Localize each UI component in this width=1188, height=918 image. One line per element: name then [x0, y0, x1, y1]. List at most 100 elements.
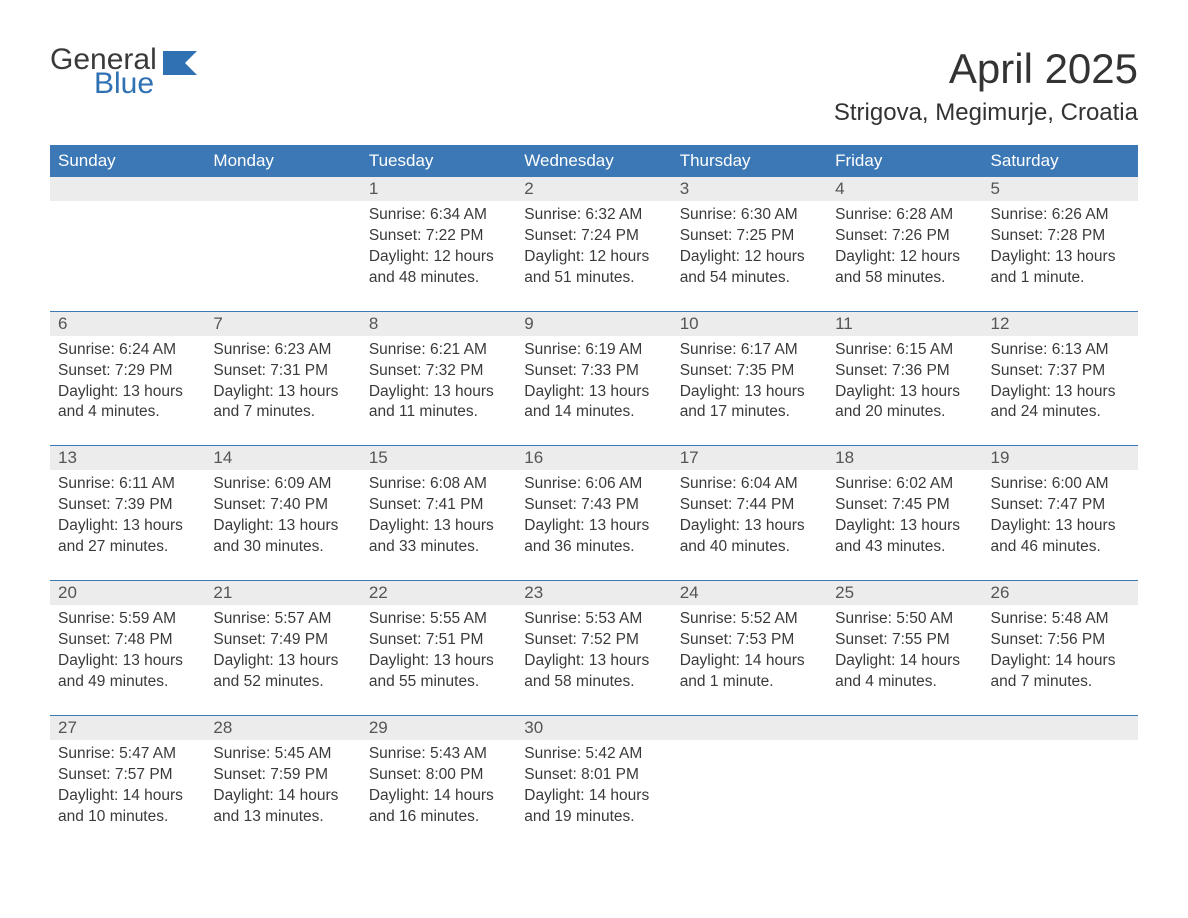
daylight-text: Daylight: 13 hours and 14 minutes. — [524, 382, 663, 424]
sunrise-text: Sunrise: 5:45 AM — [213, 744, 352, 765]
sunset-text: Sunset: 7:43 PM — [524, 495, 663, 516]
day-header: Thursday — [672, 145, 827, 177]
day-header: Friday — [827, 145, 982, 177]
daylight-text: Daylight: 14 hours and 13 minutes. — [213, 786, 352, 828]
day-number-row: 6789101112 — [50, 312, 1138, 336]
sunrise-text: Sunrise: 6:11 AM — [58, 474, 197, 495]
daylight-text: Daylight: 13 hours and 11 minutes. — [369, 382, 508, 424]
day-cell: Sunrise: 5:52 AMSunset: 7:53 PMDaylight:… — [672, 605, 827, 693]
day-content-row: Sunrise: 5:59 AMSunset: 7:48 PMDaylight:… — [50, 605, 1138, 693]
sunset-text: Sunset: 8:01 PM — [524, 765, 663, 786]
day-number: 19 — [983, 446, 1138, 470]
sunset-text: Sunset: 7:49 PM — [213, 630, 352, 651]
daylight-text: Daylight: 13 hours and 17 minutes. — [680, 382, 819, 424]
day-cell — [827, 740, 982, 828]
day-number: 2 — [516, 177, 671, 201]
day-cell: Sunrise: 5:53 AMSunset: 7:52 PMDaylight:… — [516, 605, 671, 693]
day-number: 3 — [672, 177, 827, 201]
daylight-text: Daylight: 13 hours and 4 minutes. — [58, 382, 197, 424]
sunrise-text: Sunrise: 5:47 AM — [58, 744, 197, 765]
sunrise-text: Sunrise: 6:24 AM — [58, 340, 197, 361]
calendar-week: 27282930Sunrise: 5:47 AMSunset: 7:57 PMD… — [50, 715, 1138, 828]
daylight-text: Daylight: 13 hours and 46 minutes. — [991, 516, 1130, 558]
logo-text: General Blue — [50, 45, 157, 99]
title-block: April 2025 Strigova, Megimurje, Croatia — [834, 45, 1138, 127]
day-number: 25 — [827, 581, 982, 605]
sunset-text: Sunset: 7:48 PM — [58, 630, 197, 651]
day-number: 15 — [361, 446, 516, 470]
day-number: 6 — [50, 312, 205, 336]
day-cell: Sunrise: 6:09 AMSunset: 7:40 PMDaylight:… — [205, 470, 360, 558]
day-cell — [983, 740, 1138, 828]
calendar-week: 12345Sunrise: 6:34 AMSunset: 7:22 PMDayl… — [50, 177, 1138, 289]
sunset-text: Sunset: 7:31 PM — [213, 361, 352, 382]
day-cell — [50, 201, 205, 289]
daylight-text: Daylight: 13 hours and 1 minute. — [991, 247, 1130, 289]
sunrise-text: Sunrise: 6:28 AM — [835, 205, 974, 226]
day-cell — [205, 201, 360, 289]
day-number: 26 — [983, 581, 1138, 605]
sunrise-text: Sunrise: 5:50 AM — [835, 609, 974, 630]
daylight-text: Daylight: 13 hours and 49 minutes. — [58, 651, 197, 693]
day-cell: Sunrise: 6:23 AMSunset: 7:31 PMDaylight:… — [205, 336, 360, 424]
day-cell: Sunrise: 5:42 AMSunset: 8:01 PMDaylight:… — [516, 740, 671, 828]
sunset-text: Sunset: 7:44 PM — [680, 495, 819, 516]
sunrise-text: Sunrise: 6:19 AM — [524, 340, 663, 361]
day-header: Saturday — [983, 145, 1138, 177]
daylight-text: Daylight: 13 hours and 24 minutes. — [991, 382, 1130, 424]
calendar: Sunday Monday Tuesday Wednesday Thursday… — [50, 145, 1138, 827]
day-content-row: Sunrise: 6:11 AMSunset: 7:39 PMDaylight:… — [50, 470, 1138, 558]
day-number: 21 — [205, 581, 360, 605]
sunrise-text: Sunrise: 5:48 AM — [991, 609, 1130, 630]
day-number: 16 — [516, 446, 671, 470]
day-cell: Sunrise: 5:43 AMSunset: 8:00 PMDaylight:… — [361, 740, 516, 828]
sunset-text: Sunset: 7:33 PM — [524, 361, 663, 382]
sunset-text: Sunset: 7:32 PM — [369, 361, 508, 382]
day-cell: Sunrise: 5:57 AMSunset: 7:49 PMDaylight:… — [205, 605, 360, 693]
daylight-text: Daylight: 13 hours and 55 minutes. — [369, 651, 508, 693]
daylight-text: Daylight: 13 hours and 58 minutes. — [524, 651, 663, 693]
day-header: Monday — [205, 145, 360, 177]
day-number: 30 — [516, 716, 671, 740]
day-number — [672, 716, 827, 740]
sunset-text: Sunset: 7:37 PM — [991, 361, 1130, 382]
sunset-text: Sunset: 7:26 PM — [835, 226, 974, 247]
daylight-text: Daylight: 14 hours and 10 minutes. — [58, 786, 197, 828]
day-cell: Sunrise: 6:02 AMSunset: 7:45 PMDaylight:… — [827, 470, 982, 558]
daylight-text: Daylight: 14 hours and 1 minute. — [680, 651, 819, 693]
day-number: 29 — [361, 716, 516, 740]
calendar-week: 6789101112Sunrise: 6:24 AMSunset: 7:29 P… — [50, 311, 1138, 424]
sunset-text: Sunset: 7:56 PM — [991, 630, 1130, 651]
day-number: 12 — [983, 312, 1138, 336]
sunset-text: Sunset: 7:40 PM — [213, 495, 352, 516]
sunset-text: Sunset: 7:47 PM — [991, 495, 1130, 516]
day-number: 4 — [827, 177, 982, 201]
day-cell: Sunrise: 5:50 AMSunset: 7:55 PMDaylight:… — [827, 605, 982, 693]
day-header: Sunday — [50, 145, 205, 177]
sunset-text: Sunset: 7:24 PM — [524, 226, 663, 247]
logo: General Blue — [50, 45, 197, 99]
page-header: General Blue April 2025 Strigova, Megimu… — [50, 45, 1138, 127]
sunrise-text: Sunrise: 6:30 AM — [680, 205, 819, 226]
day-cell: Sunrise: 6:00 AMSunset: 7:47 PMDaylight:… — [983, 470, 1138, 558]
daylight-text: Daylight: 13 hours and 36 minutes. — [524, 516, 663, 558]
sunset-text: Sunset: 7:28 PM — [991, 226, 1130, 247]
daylight-text: Daylight: 13 hours and 52 minutes. — [213, 651, 352, 693]
day-cell: Sunrise: 5:47 AMSunset: 7:57 PMDaylight:… — [50, 740, 205, 828]
day-number-row: 27282930 — [50, 716, 1138, 740]
calendar-week: 20212223242526Sunrise: 5:59 AMSunset: 7:… — [50, 580, 1138, 693]
day-cell: Sunrise: 5:48 AMSunset: 7:56 PMDaylight:… — [983, 605, 1138, 693]
daylight-text: Daylight: 14 hours and 19 minutes. — [524, 786, 663, 828]
sunrise-text: Sunrise: 6:17 AM — [680, 340, 819, 361]
sunset-text: Sunset: 7:57 PM — [58, 765, 197, 786]
day-cell: Sunrise: 5:59 AMSunset: 7:48 PMDaylight:… — [50, 605, 205, 693]
day-number: 5 — [983, 177, 1138, 201]
sunrise-text: Sunrise: 6:23 AM — [213, 340, 352, 361]
daylight-text: Daylight: 13 hours and 7 minutes. — [213, 382, 352, 424]
daylight-text: Daylight: 12 hours and 51 minutes. — [524, 247, 663, 289]
daylight-text: Daylight: 13 hours and 43 minutes. — [835, 516, 974, 558]
location-subtitle: Strigova, Megimurje, Croatia — [834, 99, 1138, 127]
day-number — [205, 177, 360, 201]
daylight-text: Daylight: 14 hours and 7 minutes. — [991, 651, 1130, 693]
sunrise-text: Sunrise: 5:52 AM — [680, 609, 819, 630]
